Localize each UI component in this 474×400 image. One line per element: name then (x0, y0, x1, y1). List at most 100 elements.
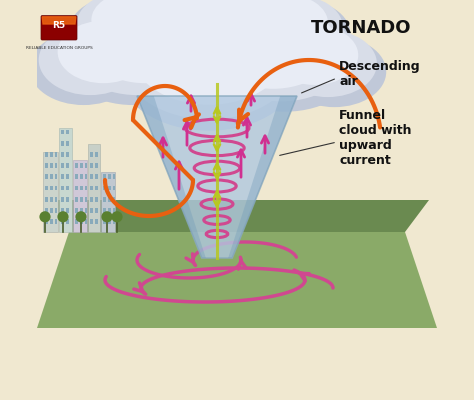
Bar (61, 197, 64, 202)
Bar (80, 174, 82, 179)
Ellipse shape (248, 0, 343, 60)
Ellipse shape (69, 0, 166, 63)
Ellipse shape (271, 26, 358, 85)
Text: Funnel
cloud with
upward
current: Funnel cloud with upward current (339, 109, 411, 167)
Ellipse shape (183, 0, 293, 46)
Ellipse shape (117, 5, 301, 131)
Bar (90, 219, 93, 224)
Bar (75, 219, 78, 224)
Ellipse shape (178, 0, 309, 61)
Bar (55, 174, 57, 179)
Bar (90, 174, 93, 179)
Polygon shape (137, 96, 297, 258)
Bar (50, 219, 53, 224)
Bar (113, 174, 115, 179)
Bar (55, 163, 57, 168)
Bar (55, 197, 57, 202)
Ellipse shape (129, 0, 231, 45)
Bar (66, 197, 69, 202)
Bar (103, 186, 106, 190)
Bar (108, 208, 110, 213)
Bar (66, 163, 69, 168)
Bar (84, 208, 87, 213)
Ellipse shape (58, 21, 149, 83)
FancyBboxPatch shape (41, 16, 77, 40)
Bar (90, 186, 93, 190)
Bar (66, 219, 69, 224)
Bar (75, 186, 78, 190)
Bar (80, 208, 82, 213)
Bar (66, 186, 69, 190)
Ellipse shape (180, 0, 303, 53)
Ellipse shape (250, 0, 350, 68)
Bar (50, 174, 53, 179)
Bar (95, 208, 98, 213)
Ellipse shape (85, 2, 205, 83)
Ellipse shape (70, 3, 204, 95)
Ellipse shape (115, 0, 235, 60)
Bar (66, 208, 69, 213)
Circle shape (57, 211, 69, 222)
Bar (45, 163, 48, 168)
Polygon shape (42, 17, 76, 24)
Ellipse shape (29, 31, 138, 105)
Bar (66, 130, 69, 134)
Bar (90, 163, 93, 168)
Ellipse shape (132, 0, 286, 105)
Polygon shape (37, 232, 437, 328)
Bar (101, 172, 115, 232)
Bar (108, 174, 110, 179)
Ellipse shape (77, 0, 169, 55)
Bar (80, 197, 82, 202)
Bar (75, 208, 78, 213)
Bar (55, 219, 57, 224)
Bar (90, 208, 93, 213)
Bar (73, 160, 87, 232)
Bar (108, 186, 110, 190)
Bar (80, 186, 82, 190)
Bar (84, 163, 87, 168)
Bar (95, 219, 98, 224)
Bar (66, 141, 69, 146)
Bar (50, 163, 53, 168)
Bar (108, 219, 110, 224)
Text: RELIABLE EDUCATION GROUPS: RELIABLE EDUCATION GROUPS (26, 46, 92, 50)
Bar (45, 197, 48, 202)
Text: R5: R5 (53, 22, 65, 30)
Bar (88, 144, 100, 232)
Bar (61, 141, 64, 146)
Bar (75, 197, 78, 202)
Bar (95, 186, 98, 190)
Bar (103, 219, 106, 224)
Bar (50, 186, 53, 190)
Ellipse shape (62, 8, 204, 105)
Bar (50, 152, 53, 157)
Bar (84, 186, 87, 190)
Bar (61, 163, 64, 168)
Bar (103, 208, 106, 213)
Ellipse shape (244, 0, 328, 52)
Bar (43, 152, 58, 232)
Bar (59, 128, 72, 232)
Polygon shape (45, 200, 429, 232)
Bar (80, 219, 82, 224)
Ellipse shape (91, 0, 173, 48)
Bar (84, 219, 87, 224)
Bar (113, 208, 115, 213)
Bar (45, 186, 48, 190)
Ellipse shape (279, 30, 377, 97)
Ellipse shape (119, 0, 234, 52)
Bar (61, 219, 64, 224)
Bar (45, 174, 48, 179)
Bar (61, 186, 64, 190)
Bar (84, 197, 87, 202)
Bar (108, 197, 110, 202)
Ellipse shape (210, 9, 360, 112)
Bar (50, 208, 53, 213)
Bar (55, 152, 57, 157)
Bar (90, 197, 93, 202)
Ellipse shape (164, 0, 241, 14)
Bar (61, 130, 64, 134)
Circle shape (75, 211, 87, 222)
Polygon shape (228, 96, 297, 258)
